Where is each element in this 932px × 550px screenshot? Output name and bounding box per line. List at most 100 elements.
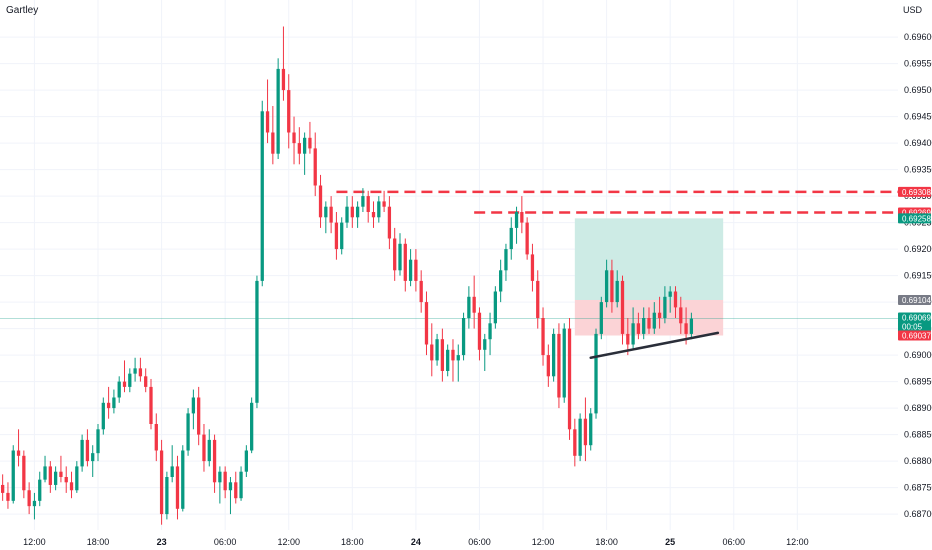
candle-body: [175, 466, 180, 509]
candle-body: [393, 238, 397, 271]
candle-body: [419, 280, 423, 303]
candle-body: [340, 222, 344, 250]
candle-body: [117, 381, 121, 398]
candle-body: [43, 466, 47, 480]
candle-body: [440, 339, 445, 371]
candle-body: [144, 376, 148, 387]
candle-body: [133, 368, 137, 374]
candle-body: [642, 318, 646, 334]
candle-body: [22, 455, 26, 491]
candle-body: [403, 243, 407, 281]
candle-body: [589, 413, 593, 446]
candle-body: [287, 90, 291, 133]
chart-title: Gartley: [6, 5, 38, 16]
price-tag-label: 0.69258: [902, 214, 931, 223]
price-tag-label: 0.69069: [902, 314, 931, 323]
candle-body: [6, 492, 10, 501]
time-tick-label: 12:00: [277, 537, 300, 547]
candle-body: [318, 185, 323, 218]
candle-body: [398, 243, 402, 271]
price-tag: [898, 186, 931, 197]
time-axis[interactable]: 12:00 18:00 23 06:00 12:00 18:00 24 06:00 12:00 1…: [23, 537, 808, 547]
candle-body: [106, 402, 111, 409]
candle-body: [488, 323, 492, 340]
price-tag: [898, 330, 931, 341]
candle-body: [668, 291, 672, 297]
candle-body: [350, 206, 354, 218]
candle-body: [302, 137, 307, 154]
time-tick-label: 18:00: [595, 537, 618, 547]
candle-body: [170, 466, 174, 477]
candle-body: [652, 312, 656, 329]
candle-body: [525, 222, 529, 255]
currency-label: USD: [903, 5, 923, 15]
candle-body: [663, 296, 667, 318]
candle-body: [91, 453, 95, 462]
candle-body: [250, 402, 254, 451]
candle-body: [435, 339, 439, 361]
candle-body: [477, 312, 482, 350]
candle-body: [345, 206, 349, 223]
candle-body: [573, 429, 577, 456]
candle-body: [451, 349, 455, 361]
candle-body: [48, 466, 52, 485]
time-tick-label: 06:00: [214, 537, 237, 547]
target-zone: [574, 218, 724, 300]
candle-body: [239, 471, 243, 499]
price-tag-label: 0.69037: [902, 331, 931, 340]
candle-body: [202, 434, 206, 462]
candle-body: [260, 111, 264, 281]
candle-body: [551, 333, 556, 377]
candle-body: [355, 206, 360, 218]
candle-body: [297, 143, 301, 154]
candle-body: [75, 466, 79, 491]
candle-body: [599, 302, 603, 334]
candle-body: [11, 450, 15, 501]
candle-body: [684, 323, 688, 334]
candle-body: [53, 471, 58, 485]
candle-body: [414, 259, 418, 281]
price-tag-label: 0.69308: [902, 188, 931, 197]
candle-body: [101, 402, 105, 430]
candle-body: [80, 439, 84, 467]
price-tag-label: 0.69104: [902, 296, 931, 305]
candle-body: [509, 227, 513, 250]
candle-body: [541, 318, 545, 356]
candle-body: [594, 333, 598, 414]
candle-body: [85, 439, 90, 462]
candle-body: [557, 333, 561, 398]
candle-body: [64, 477, 68, 483]
candle-body: [689, 318, 694, 334]
time-tick-label: 23: [157, 537, 167, 547]
candle-body: [181, 450, 185, 509]
candle-body: [514, 212, 519, 228]
candle-body: [520, 212, 524, 223]
time-tick-label: 24: [411, 537, 421, 547]
candle-body: [620, 280, 625, 334]
price-tag-countdown: 00:05: [902, 323, 923, 332]
candle-body: [366, 196, 370, 212]
candle-body: [657, 312, 662, 318]
candle-body: [69, 482, 74, 491]
price-tag-label: 0.69269: [902, 209, 931, 218]
trend-line: [589, 331, 720, 359]
candle-body: [165, 477, 169, 515]
candle-body: [218, 471, 222, 483]
candle-body: [138, 368, 143, 377]
candle-body: [387, 206, 392, 239]
candle-body: [679, 307, 683, 324]
candle-body: [197, 397, 201, 435]
candle-body: [377, 201, 381, 218]
candle-body: [424, 302, 429, 345]
candle-body: [456, 355, 460, 361]
time-tick-label: 18:00: [87, 537, 110, 547]
price-tag: [898, 213, 931, 224]
price-tag: [898, 294, 931, 305]
candle-body: [647, 318, 651, 329]
